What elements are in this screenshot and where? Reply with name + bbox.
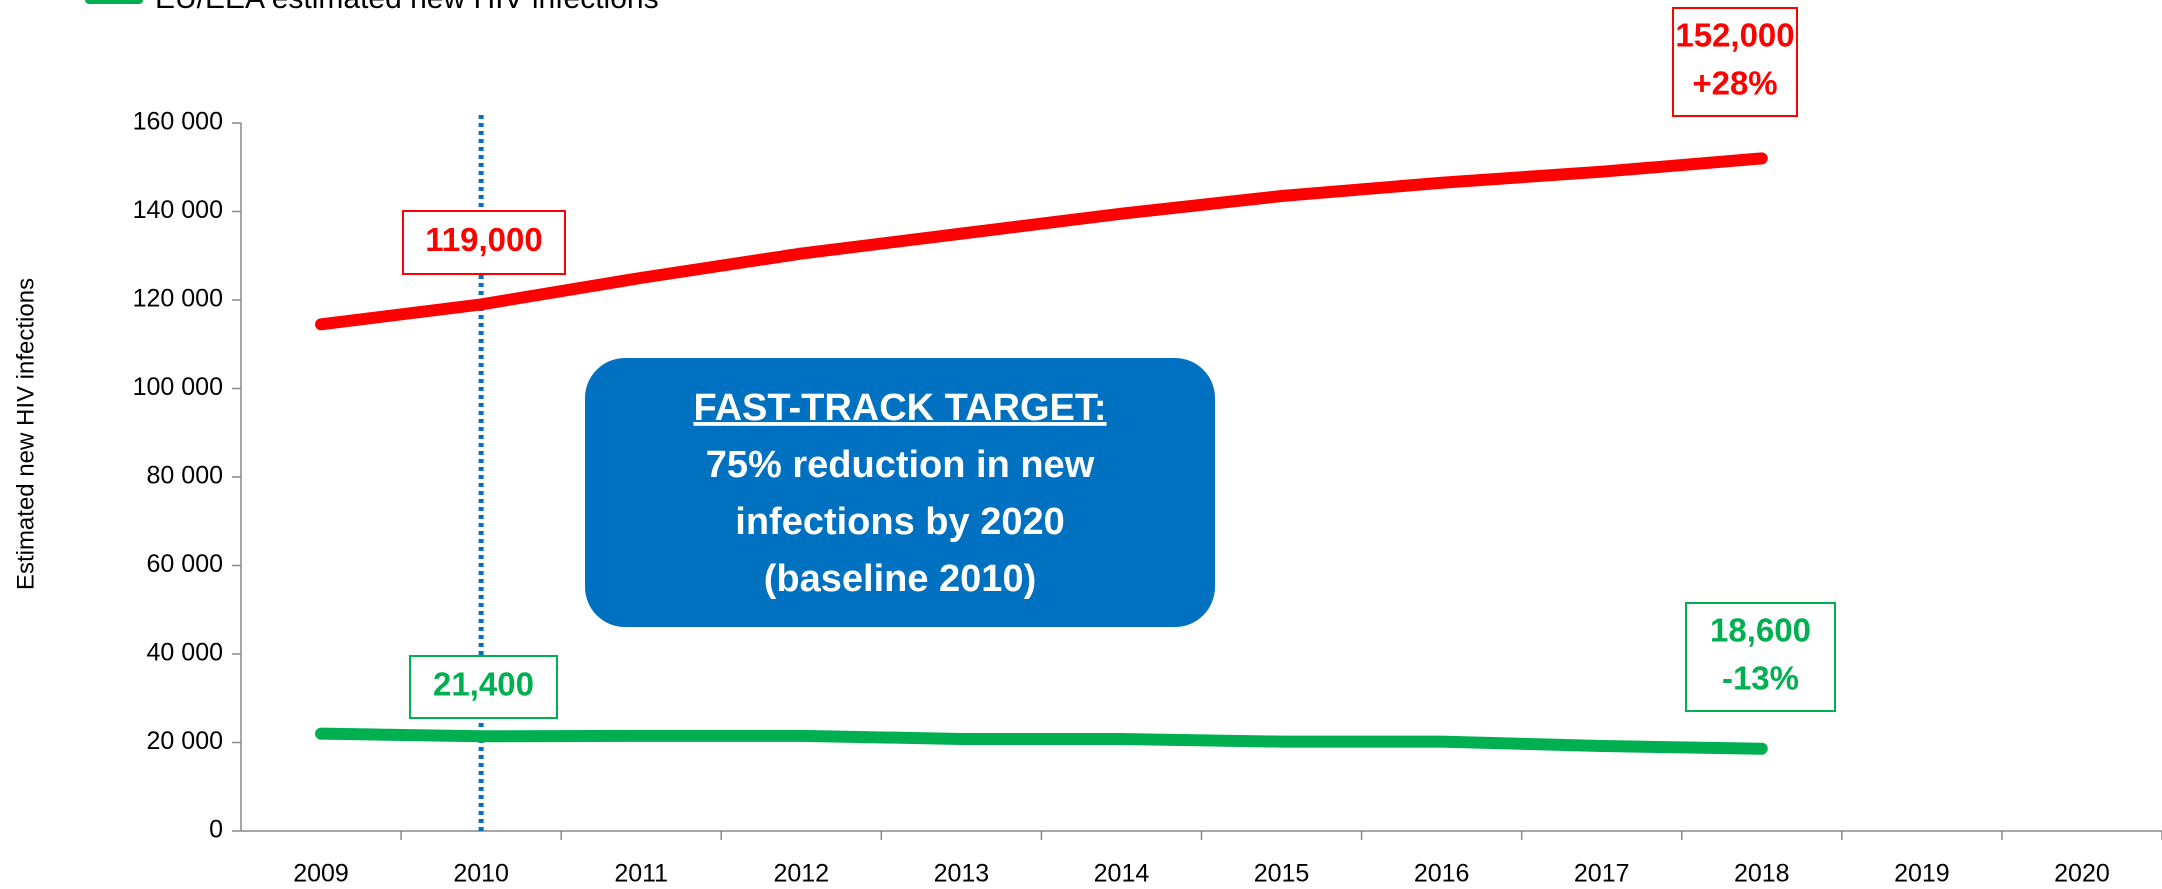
callout-text: infections by 2020: [735, 501, 1064, 543]
series-line: [315, 727, 1768, 755]
y-tick-label: 140 000: [133, 196, 223, 224]
annotation-box: [409, 655, 558, 719]
annotation-text: +28%: [1692, 65, 1777, 102]
y-tick-label: 60 000: [147, 550, 223, 578]
x-tick-label: 2016: [1414, 860, 1470, 888]
x-tick-label: 2014: [1094, 860, 1150, 888]
callout-heading: FAST-TRACK TARGET:: [693, 387, 1106, 429]
y-tick-label: 160 000: [133, 108, 223, 136]
y-tick-label: 40 000: [147, 639, 223, 667]
annotation-text: 21,400: [433, 666, 534, 703]
x-tick-label: 2015: [1254, 860, 1310, 888]
annotation-text: 119,000: [425, 221, 542, 258]
x-tick-label: 2020: [2054, 860, 2110, 888]
annotation-text: -13%: [1722, 660, 1799, 697]
y-tick-label: 20 000: [147, 727, 223, 755]
x-tick-label: 2012: [773, 860, 829, 888]
legend-text: EU/EEA estimated new HIV infections: [155, 0, 659, 15]
callout-box: [585, 358, 1215, 627]
annotation-text: 18,600: [1710, 612, 1811, 649]
y-tick-label: 100 000: [133, 373, 223, 401]
callout-text: (baseline 2010): [764, 558, 1036, 600]
x-tick-label: 2018: [1734, 860, 1790, 888]
legend-swatch: [85, 0, 143, 4]
x-tick-label: 2013: [934, 860, 990, 888]
x-tick-label: 2011: [614, 860, 668, 888]
annotation-text: 152,000: [1675, 17, 1794, 54]
annotation-box: [1685, 602, 1836, 712]
x-tick-label: 2019: [1894, 860, 1950, 888]
x-tick-label: 2017: [1574, 860, 1630, 888]
callout-text: 75% reduction in new: [706, 444, 1095, 486]
y-tick-label: 80 000: [147, 462, 223, 490]
y-axis-label: Estimated new HIV infections: [12, 278, 39, 590]
y-tick-label: 120 000: [133, 285, 223, 313]
annotation-box: [1672, 7, 1798, 117]
series-line: [315, 152, 1768, 331]
annotation-box: [402, 210, 566, 275]
y-tick-label: 0: [209, 816, 223, 844]
x-tick-label: 2010: [453, 860, 509, 888]
x-tick-label: 2009: [293, 860, 349, 888]
